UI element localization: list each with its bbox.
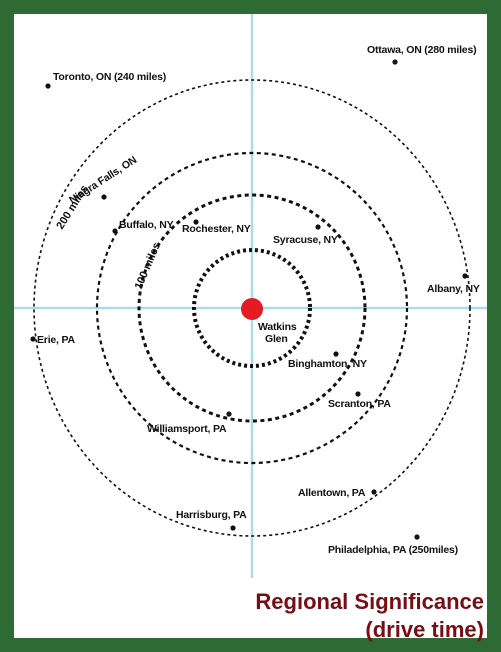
place-label-allentown: Allentown, PA xyxy=(298,487,366,499)
center-marker xyxy=(241,298,263,320)
place-dot-harrisburg xyxy=(230,525,236,531)
place-dot-binghamton xyxy=(333,351,339,357)
place-label-erie: Erie, PA xyxy=(37,334,76,346)
place-dot-allentown xyxy=(371,489,377,495)
center-label-line2: Glen xyxy=(265,333,288,345)
place-label-scranton: Scranton, PA xyxy=(328,398,391,410)
place-dot-niagra xyxy=(101,194,107,200)
place-dot-ottawa xyxy=(392,59,398,65)
place-label-philadelphia: Philadelphia, PA (250miles) xyxy=(328,544,458,556)
center-label-line1: Watkins xyxy=(258,321,297,333)
place-dot-philadelphia xyxy=(414,534,420,540)
place-label-binghamton: Binghamton, NY xyxy=(288,358,367,370)
place-dot-albany xyxy=(462,273,468,279)
place-dot-williamsport xyxy=(226,411,232,417)
ring-200-miles xyxy=(33,79,471,537)
place-label-toronto: Toronto, ON (240 miles) xyxy=(53,71,166,83)
place-dot-syracuse xyxy=(315,224,321,230)
place-dot-buffalo xyxy=(112,228,118,234)
map-title: Regional Significance (drive time) xyxy=(255,588,484,644)
place-dot-toronto xyxy=(45,83,51,89)
place-label-williamsport: Williamsport, PA xyxy=(147,423,227,435)
ring-inner xyxy=(192,248,312,368)
place-label-ottawa: Ottawa, ON (280 miles) xyxy=(367,44,476,56)
map-title-line1: Regional Significance xyxy=(255,589,484,614)
place-label-harrisburg: Harrisburg, PA xyxy=(176,509,247,521)
place-markers xyxy=(30,59,468,540)
place-label-syracuse: Syracuse, NY xyxy=(273,234,338,246)
place-dot-erie xyxy=(30,336,36,342)
map-title-line2: (drive time) xyxy=(365,617,484,642)
ring-label-100: 100 miles xyxy=(133,241,163,291)
ring-100-miles xyxy=(95,151,409,465)
place-label-albany: Albany, NY xyxy=(427,283,480,295)
ring-middle xyxy=(137,193,367,423)
place-label-buffalo: Buffalo, NY xyxy=(119,219,174,231)
place-label-rochester: Rochester, NY xyxy=(182,223,251,235)
place-dot-rochester xyxy=(193,219,199,225)
place-dot-scranton xyxy=(355,391,361,397)
